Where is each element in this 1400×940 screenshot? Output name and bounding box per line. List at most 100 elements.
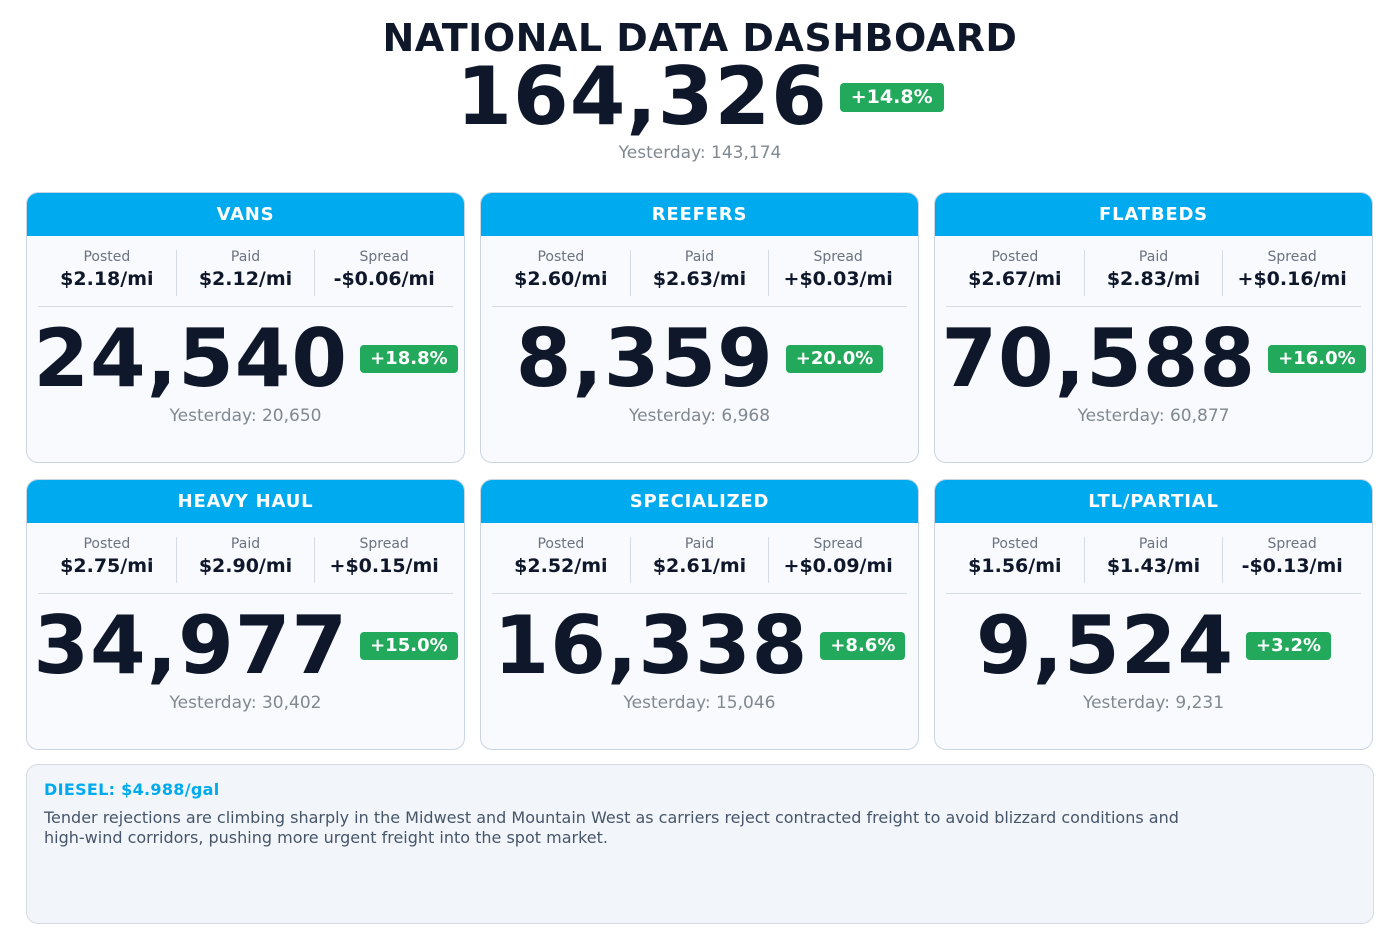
paid-value: $1.43/mi bbox=[1106, 555, 1201, 577]
paid-label: Paid bbox=[684, 536, 715, 552]
load-count: 8,359 bbox=[515, 312, 774, 405]
paid-value: $2.83/mi bbox=[1106, 268, 1201, 290]
spread-rate: Spread +$0.16/mi bbox=[1223, 250, 1361, 296]
market-commentary: Tender rejections are climbing sharply i… bbox=[44, 808, 1179, 847]
posted-label: Posted bbox=[83, 536, 131, 552]
posted-label: Posted bbox=[991, 249, 1039, 265]
spread-label: Spread bbox=[1267, 536, 1317, 552]
posted-rate: Posted $2.52/mi bbox=[492, 537, 631, 583]
change-badge: +3.2% bbox=[1246, 632, 1332, 660]
count-row: 24,540 +18.8% bbox=[27, 319, 464, 399]
spread-value: +$0.03/mi bbox=[783, 268, 893, 290]
yesterday-count: Yesterday: 20,650 bbox=[169, 406, 322, 426]
card-title: SPECIALIZED bbox=[481, 480, 918, 523]
posted-value: $2.60/mi bbox=[514, 268, 608, 290]
change-badge: +16.0% bbox=[1268, 345, 1366, 373]
card-title: HEAVY HAUL bbox=[27, 480, 464, 523]
yesterday-count: Yesterday: 30,402 bbox=[169, 693, 322, 713]
change-badge: +18.8% bbox=[360, 345, 458, 373]
posted-label: Posted bbox=[537, 249, 585, 265]
posted-value: $1.56/mi bbox=[968, 555, 1062, 577]
yesterday-count: Yesterday: 6,968 bbox=[628, 406, 771, 426]
paid-rate: Paid $2.63/mi bbox=[631, 250, 770, 296]
paid-rate: Paid $2.90/mi bbox=[177, 537, 316, 583]
posted-rate: Posted $1.56/mi bbox=[946, 537, 1085, 583]
posted-value: $2.18/mi bbox=[60, 268, 154, 290]
paid-label: Paid bbox=[230, 536, 261, 552]
paid-rate: Paid $2.12/mi bbox=[177, 250, 316, 296]
count-row: 8,359 +20.0% bbox=[481, 319, 918, 399]
posted-value: $2.52/mi bbox=[514, 555, 608, 577]
count-row: 70,588 +16.0% bbox=[935, 319, 1372, 399]
spread-rate: Spread -$0.13/mi bbox=[1223, 537, 1361, 583]
posted-label: Posted bbox=[83, 249, 131, 265]
spread-label: Spread bbox=[813, 536, 863, 552]
card-title: FLATBEDS bbox=[935, 193, 1372, 236]
paid-value: $2.63/mi bbox=[652, 268, 747, 290]
spread-value: -$0.06/mi bbox=[333, 268, 435, 290]
spread-label: Spread bbox=[813, 249, 863, 265]
spread-label: Spread bbox=[359, 249, 409, 265]
spread-rate: Spread +$0.09/mi bbox=[769, 537, 907, 583]
posted-value: $2.75/mi bbox=[60, 555, 154, 577]
change-badge: +8.6% bbox=[820, 632, 906, 660]
paid-label: Paid bbox=[230, 249, 261, 265]
equipment-card-grid: VANS Posted $2.18/mi Paid $2.12/mi Sprea… bbox=[26, 192, 1374, 750]
total-loads-count: 164,326 bbox=[456, 50, 828, 143]
spread-value: -$0.13/mi bbox=[1241, 555, 1343, 577]
paid-label: Paid bbox=[1138, 536, 1169, 552]
spread-value: +$0.16/mi bbox=[1237, 268, 1347, 290]
paid-value: $2.90/mi bbox=[198, 555, 293, 577]
paid-label: Paid bbox=[1138, 249, 1169, 265]
load-count: 34,977 bbox=[33, 599, 349, 692]
spread-rate: Spread +$0.03/mi bbox=[769, 250, 907, 296]
paid-label: Paid bbox=[684, 249, 715, 265]
spread-value: +$0.15/mi bbox=[329, 555, 439, 577]
spread-value: +$0.09/mi bbox=[783, 555, 893, 577]
card-reefers: REEFERS Posted $2.60/mi Paid $2.63/mi Sp… bbox=[480, 192, 919, 463]
spread-label: Spread bbox=[1267, 249, 1317, 265]
posted-rate: Posted $2.18/mi bbox=[38, 250, 177, 296]
load-count: 9,524 bbox=[975, 599, 1235, 692]
count-row: 9,524 +3.2% bbox=[935, 606, 1372, 686]
rates-row: Posted $2.60/mi Paid $2.63/mi Spread +$0… bbox=[492, 250, 907, 307]
load-count: 16,338 bbox=[493, 599, 809, 692]
yesterday-count: Yesterday: 9,231 bbox=[1082, 693, 1225, 713]
page-title: NATIONAL DATA DASHBOARD bbox=[382, 16, 1018, 60]
change-badge: +20.0% bbox=[785, 345, 884, 373]
card-specialized: SPECIALIZED Posted $2.52/mi Paid $2.61/m… bbox=[480, 479, 919, 750]
paid-rate: Paid $2.61/mi bbox=[631, 537, 770, 583]
load-count: 70,588 bbox=[941, 312, 1257, 405]
rates-row: Posted $2.67/mi Paid $2.83/mi Spread +$0… bbox=[946, 250, 1361, 307]
card-title: REEFERS bbox=[481, 193, 918, 236]
change-badge: +15.0% bbox=[360, 632, 458, 660]
card-heavy-haul: HEAVY HAUL Posted $2.75/mi Paid $2.90/mi… bbox=[26, 479, 465, 750]
spread-rate: Spread -$0.06/mi bbox=[315, 250, 453, 296]
yesterday-count: Yesterday: 60,877 bbox=[1077, 406, 1230, 426]
paid-value: $2.12/mi bbox=[198, 268, 293, 290]
spread-rate: Spread +$0.15/mi bbox=[315, 537, 453, 583]
rates-row: Posted $2.18/mi Paid $2.12/mi Spread -$0… bbox=[38, 250, 453, 307]
total-change-badge: +14.8% bbox=[839, 82, 944, 112]
posted-label: Posted bbox=[537, 536, 585, 552]
posted-rate: Posted $2.75/mi bbox=[38, 537, 177, 583]
yesterday-count: Yesterday: 15,046 bbox=[623, 693, 776, 713]
rates-row: Posted $2.75/mi Paid $2.90/mi Spread +$0… bbox=[38, 537, 453, 594]
card-ltl-partial: LTL/PARTIAL Posted $1.56/mi Paid $1.43/m… bbox=[934, 479, 1373, 750]
posted-label: Posted bbox=[991, 536, 1039, 552]
total-loads-row: 164,326 +14.8% bbox=[0, 52, 1400, 142]
rates-row: Posted $2.52/mi Paid $2.61/mi Spread +$0… bbox=[492, 537, 907, 594]
count-row: 34,977 +15.0% bbox=[27, 606, 464, 686]
total-yesterday: Yesterday: 143,174 bbox=[618, 143, 782, 163]
count-row: 16,338 +8.6% bbox=[481, 606, 918, 686]
posted-rate: Posted $2.60/mi bbox=[492, 250, 631, 296]
card-flatbeds: FLATBEDS Posted $2.67/mi Paid $2.83/mi S… bbox=[934, 192, 1373, 463]
posted-value: $2.67/mi bbox=[968, 268, 1062, 290]
paid-value: $2.61/mi bbox=[652, 555, 747, 577]
market-news-panel: DIESEL: $4.988/gal Tender rejections are… bbox=[26, 764, 1374, 924]
spread-label: Spread bbox=[359, 536, 409, 552]
diesel-price: DIESEL: $4.988/gal bbox=[44, 780, 220, 799]
posted-rate: Posted $2.67/mi bbox=[946, 250, 1085, 296]
load-count: 24,540 bbox=[33, 312, 349, 405]
card-title: VANS bbox=[27, 193, 464, 236]
